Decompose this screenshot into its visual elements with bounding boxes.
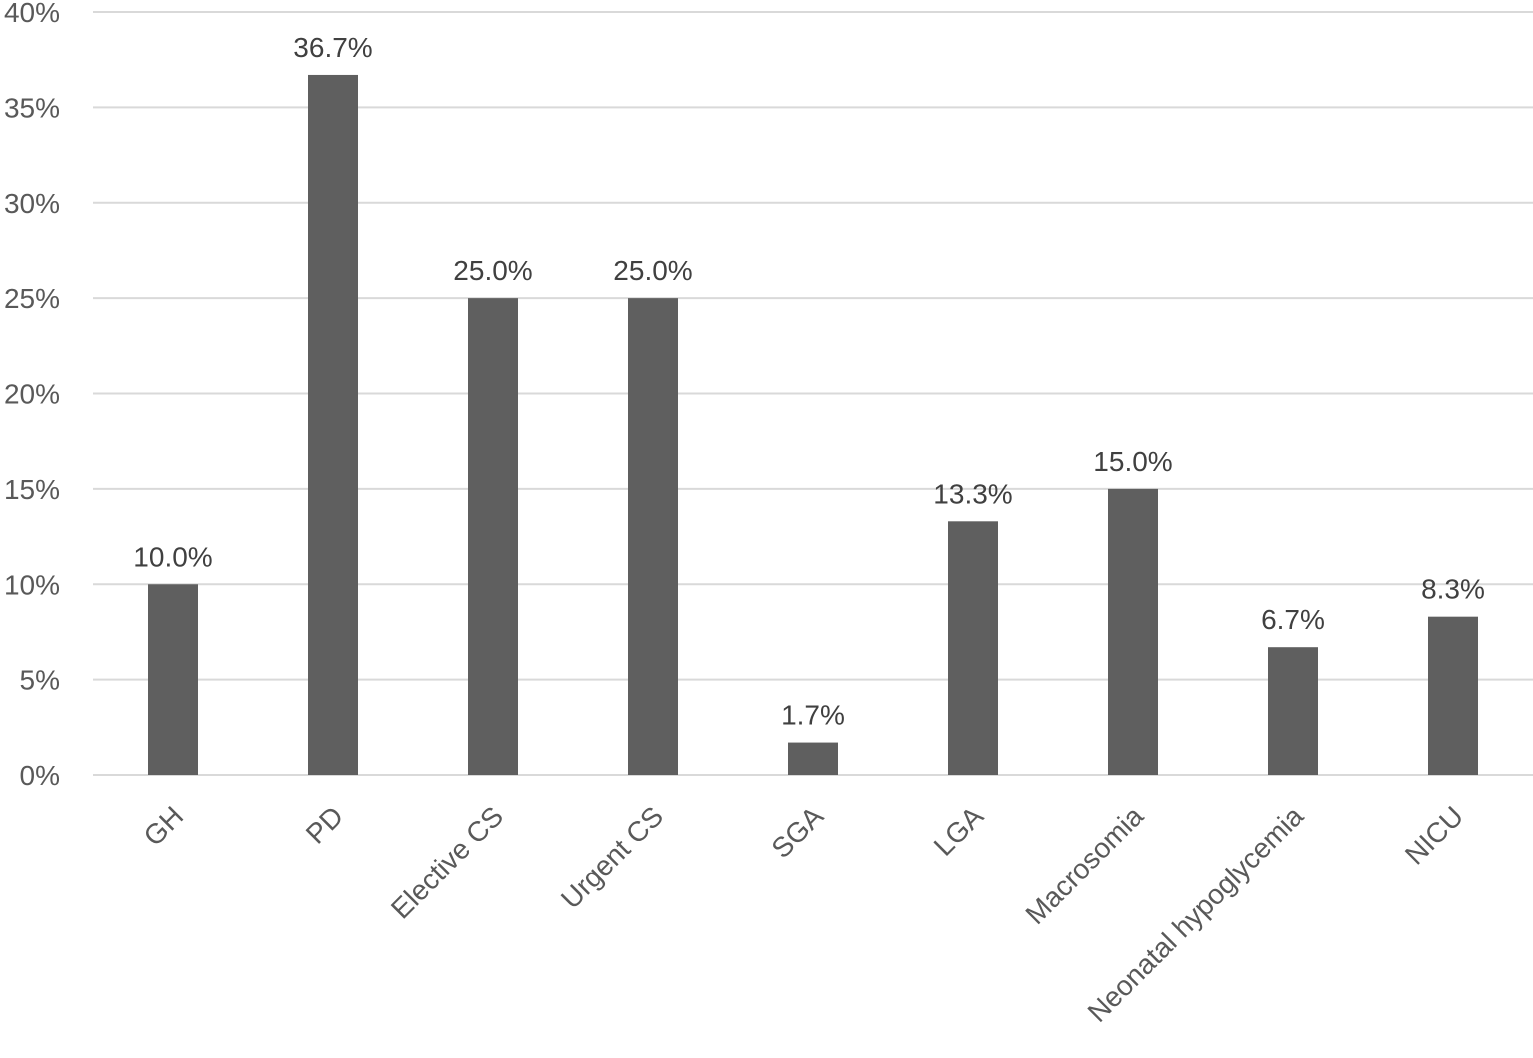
data-label: 13.3% <box>933 478 1012 509</box>
y-tick-label: 40% <box>4 0 60 28</box>
y-tick-label: 30% <box>4 188 60 219</box>
data-label: 25.0% <box>613 255 692 286</box>
data-label: 6.7% <box>1261 604 1325 635</box>
y-tick-label: 0% <box>20 760 60 791</box>
data-label: 1.7% <box>781 700 845 731</box>
y-tick-label: 25% <box>4 283 60 314</box>
data-label: 25.0% <box>453 255 532 286</box>
bar <box>1428 616 1478 775</box>
bars <box>148 74 1478 775</box>
y-tick-label: 35% <box>4 92 60 123</box>
bar <box>148 584 198 775</box>
data-labels: 10.0% 36.7% 25.0% 25.0% 1.7% 13.3% 15.0% 6.7% 8.… <box>133 32 1485 731</box>
x-tick-label: LGA <box>928 800 990 862</box>
y-axis-tick-labels: 0% 5% 10% 15% 20% 25% 30% 35% 40% <box>4 0 60 791</box>
bar <box>1108 488 1158 775</box>
bar <box>1268 647 1318 775</box>
bar <box>308 74 358 775</box>
data-label: 8.3% <box>1421 574 1485 605</box>
x-tick-label: Elective CS <box>385 800 509 924</box>
y-tick-label: 10% <box>4 569 60 600</box>
y-tick-label: 15% <box>4 474 60 505</box>
x-axis-tick-labels: GH PD Elective CS Urgent CS SGA LGA Macrosomia… <box>138 800 1470 1028</box>
x-tick-label: NICU <box>1399 800 1469 870</box>
data-label: 36.7% <box>293 32 372 63</box>
data-label: 15.0% <box>1093 446 1172 477</box>
bar <box>788 742 838 775</box>
y-tick-label: 5% <box>20 665 60 696</box>
x-tick-label: PD <box>300 800 349 849</box>
x-tick-label: GH <box>138 800 190 852</box>
x-tick-label: Macrosomia <box>1019 800 1149 930</box>
data-label: 10.0% <box>133 541 212 572</box>
x-tick-label: SGA <box>766 800 830 864</box>
x-tick-label: Urgent CS <box>555 800 669 914</box>
y-tick-label: 20% <box>4 379 60 410</box>
bar <box>468 298 518 775</box>
bar <box>948 521 998 775</box>
bar <box>628 298 678 775</box>
